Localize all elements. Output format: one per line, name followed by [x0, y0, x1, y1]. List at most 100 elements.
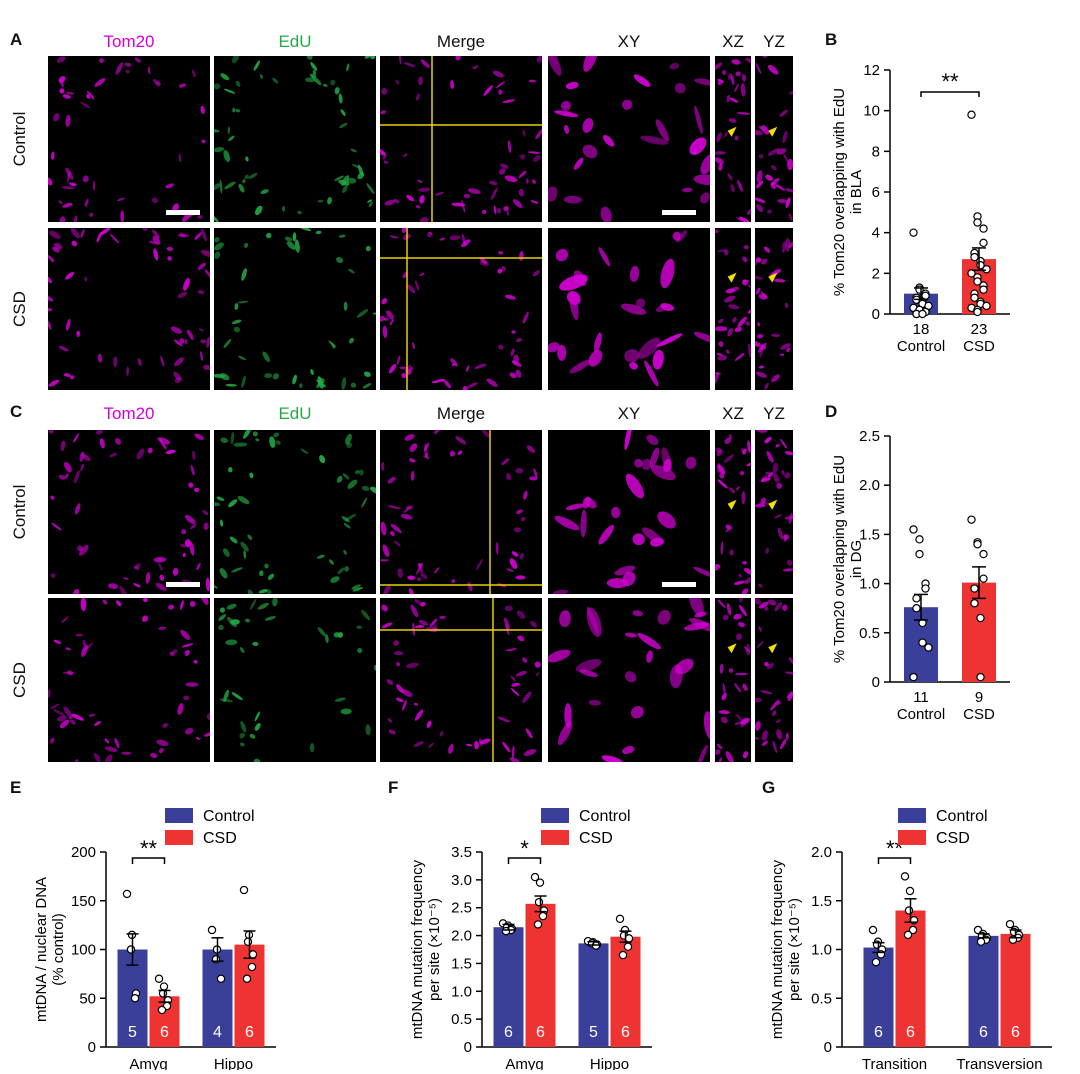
y-tick-label: 4 — [872, 225, 880, 242]
micrograph-a-r0-c1 — [214, 56, 376, 222]
x-tick-label: Hippo — [590, 1056, 629, 1070]
micrograph-a-r0-c0 — [48, 56, 210, 222]
micrograph-a-r1-c1 — [214, 228, 376, 390]
arrowhead-icon — [727, 499, 737, 510]
y-tick-label: 3.5 — [451, 844, 472, 861]
data-point — [976, 672, 985, 682]
micrograph-a-r1-c0 — [48, 228, 210, 390]
y-tick-label: 1.0 — [451, 983, 472, 1000]
data-point — [534, 897, 544, 907]
data-point — [973, 218, 982, 227]
data-point — [982, 301, 991, 311]
bar-control-hippo — [578, 943, 609, 1047]
micrograph-a-r0-c2 — [380, 56, 542, 222]
y-tick-label: 100 — [71, 942, 96, 959]
data-point — [970, 252, 979, 262]
data-point — [538, 911, 548, 921]
y-tick-label: 50 — [79, 990, 96, 1007]
micrograph-a-r0-c4 — [715, 56, 751, 222]
y-axis-label: mtDNA mutation frequencyper site (×10⁻⁵) — [769, 859, 803, 1039]
grid-c-header-xz: XZ — [722, 404, 744, 423]
y-tick-label: 0 — [872, 306, 880, 323]
panel-letter-b: B — [825, 30, 838, 49]
n-label: 6 — [245, 1024, 254, 1041]
data-point — [239, 885, 249, 895]
chart-f: 0 0.5 1.0 1.5 2.0 2.5 3.0 3.5 mtDNA mutation fre… — [409, 808, 652, 1070]
data-point — [247, 962, 257, 972]
data-point — [207, 925, 217, 935]
y-tick-label: 150 — [71, 893, 96, 910]
y-tick-label: 0 — [872, 674, 880, 691]
data-point — [918, 309, 927, 319]
data-point — [535, 878, 545, 887]
micrograph-a-r1-c4 — [715, 228, 751, 390]
y-tick-label: 0.5 — [811, 990, 832, 1007]
data-point — [979, 574, 988, 583]
data-point — [973, 307, 982, 317]
data-point — [909, 525, 918, 534]
significance-bracket — [877, 857, 912, 864]
x-tick-label: Hippo — [214, 1056, 253, 1070]
data-point — [623, 942, 633, 951]
n-label: 9 — [975, 689, 983, 706]
panel-letter-e: E — [10, 778, 22, 797]
micrograph-c-r1-c2 — [380, 598, 542, 762]
data-point — [924, 643, 933, 652]
data-point — [976, 937, 986, 946]
y-tick-label: 1.5 — [451, 955, 472, 972]
y-tick-label: 2.5 — [859, 428, 880, 445]
y-tick-label: 6 — [872, 184, 880, 201]
grid-a-header-xy: XY — [617, 32, 641, 51]
y-tick-label: 2.5 — [451, 900, 472, 917]
bar-control-transversion — [968, 935, 999, 1047]
data-point — [915, 535, 924, 544]
micrograph-c-r1-c0 — [48, 598, 210, 762]
grid-a-header-edu: EdU — [278, 32, 312, 51]
micrograph-c-r1-c5 — [755, 598, 793, 762]
data-point — [154, 974, 164, 983]
data-point — [979, 224, 988, 233]
data-point — [130, 994, 140, 1003]
y-axis-label: mtDNA / nuclear DNA(% control) — [33, 877, 67, 1022]
arrowhead-icon — [768, 499, 778, 510]
y-tick-label: 1.0 — [859, 576, 880, 593]
data-point — [905, 886, 915, 896]
bar-csd-hippo — [234, 944, 265, 1047]
n-label: 6 — [1011, 1024, 1020, 1041]
data-point — [159, 982, 169, 991]
micrograph-a-r1-c2 — [380, 228, 542, 390]
data-point — [973, 277, 982, 286]
scale-bar — [166, 582, 200, 587]
data-point — [970, 293, 979, 302]
micrograph-a-r1-c3 — [548, 228, 710, 390]
arrowhead-icon — [727, 643, 737, 654]
bar-csd — [962, 582, 996, 682]
arrowhead-icon — [768, 272, 778, 283]
data-point — [904, 906, 914, 915]
y-tick-label: 8 — [872, 143, 880, 160]
data-point — [970, 584, 979, 593]
data-point — [967, 110, 976, 119]
micrograph-c-r0-c1 — [214, 430, 376, 594]
legend-swatch-csd — [165, 830, 193, 845]
y-tick-label: 3.0 — [451, 872, 472, 889]
y-tick-label: 0.5 — [859, 625, 880, 642]
n-label: 6 — [504, 1024, 513, 1041]
grid-c-row-label-0: Control — [10, 484, 29, 540]
data-point — [979, 549, 988, 559]
grid-c-row-label-1: CSD — [10, 662, 29, 698]
x-tick-label: Transversion — [956, 1056, 1042, 1070]
data-point — [871, 957, 881, 967]
data-point — [915, 549, 924, 559]
data-point — [967, 515, 976, 524]
arrowhead-icon — [727, 272, 737, 283]
significance-label: ** — [941, 69, 959, 94]
micrograph-c-r0-c3 — [548, 430, 710, 594]
y-tick-label: 0 — [88, 1039, 96, 1056]
y-tick-label: 1.0 — [811, 942, 832, 959]
data-point — [122, 889, 132, 899]
data-point — [982, 265, 991, 274]
legend-label-control: Control — [579, 808, 631, 825]
bar-control-amyg — [493, 927, 524, 1047]
scale-bar — [662, 582, 696, 587]
